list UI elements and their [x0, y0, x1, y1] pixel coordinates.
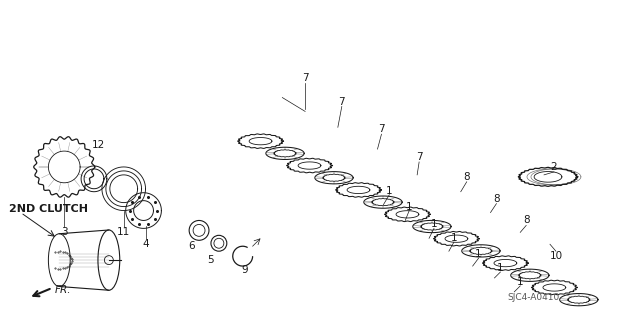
Text: 4: 4 — [142, 239, 149, 249]
Text: 6: 6 — [188, 241, 195, 251]
Text: 9: 9 — [241, 265, 248, 275]
Text: 7: 7 — [416, 152, 422, 162]
Text: 8: 8 — [523, 215, 529, 226]
Text: 7: 7 — [302, 73, 308, 83]
Text: 1: 1 — [497, 263, 504, 273]
Text: 7: 7 — [339, 97, 345, 107]
Text: 12: 12 — [92, 140, 104, 150]
Text: 2: 2 — [550, 162, 557, 172]
Text: 8: 8 — [493, 194, 500, 204]
Text: 1: 1 — [451, 233, 457, 243]
Text: 10: 10 — [549, 251, 563, 261]
Text: 1: 1 — [431, 219, 437, 229]
Text: 7: 7 — [378, 124, 385, 134]
Text: 1: 1 — [476, 249, 482, 259]
Text: 3: 3 — [61, 227, 68, 237]
Text: 2ND CLUTCH: 2ND CLUTCH — [9, 204, 88, 213]
Text: 1: 1 — [517, 277, 524, 287]
Text: 8: 8 — [463, 172, 470, 182]
Text: 11: 11 — [117, 227, 131, 237]
Text: SJC4-A0410: SJC4-A0410 — [508, 293, 560, 302]
Text: 1: 1 — [386, 186, 393, 196]
Text: 5: 5 — [207, 255, 214, 265]
Text: 1: 1 — [406, 202, 413, 211]
Text: FR.: FR. — [54, 285, 71, 295]
